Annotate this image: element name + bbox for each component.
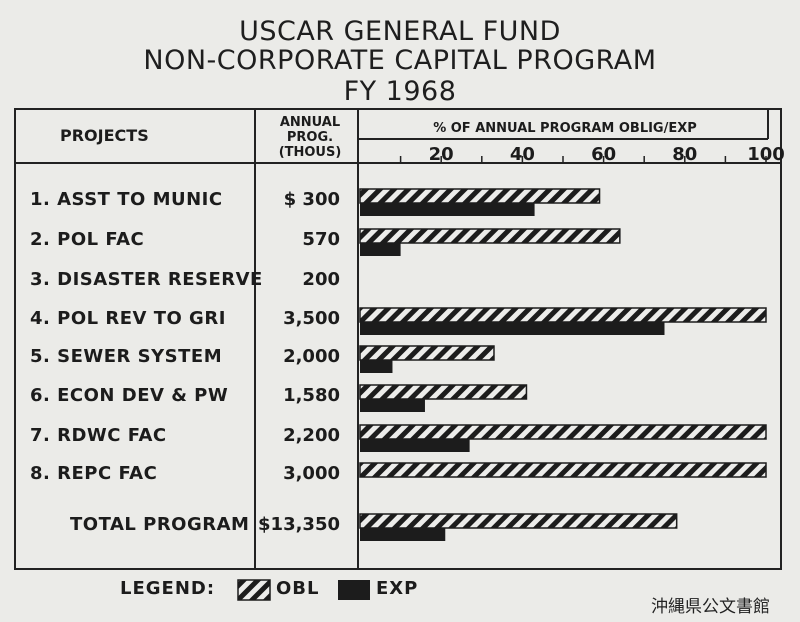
- category-label: 3. DISASTER RESERVE: [30, 269, 263, 290]
- legend-exp-label: EXP: [376, 578, 419, 599]
- exp-bar: [360, 399, 425, 412]
- annual-prog-value: 570: [302, 229, 340, 250]
- chart-title-line-3: FY 1968: [343, 76, 457, 107]
- x-tick-label: 100: [747, 144, 785, 165]
- x-tick-label: 20: [429, 144, 454, 165]
- annual-prog-header: ANNUAL PROG. (THOUS): [268, 115, 352, 160]
- obl-bar: [359, 307, 767, 323]
- exp-bar: [360, 528, 446, 541]
- x-tick-label: 80: [672, 144, 697, 165]
- category-label: TOTAL PROGRAM: [70, 514, 250, 535]
- annual-prog-value: 1,580: [283, 385, 340, 406]
- obl-bar: [359, 228, 621, 244]
- category-label: 7. RDWC FAC: [30, 425, 167, 446]
- category-label: 8. REPC FAC: [30, 463, 158, 484]
- category-label: 2. POL FAC: [30, 229, 145, 250]
- category-label: 5. SEWER SYSTEM: [30, 346, 223, 367]
- annual-prog-value: $ 300: [283, 189, 340, 210]
- annual-prog-value: 2,200: [283, 425, 340, 446]
- obl-bar: [359, 384, 528, 400]
- category-label: 1. ASST TO MUNIC: [30, 189, 223, 210]
- category-label: 6. ECON DEV & PW: [30, 385, 229, 406]
- percent-header: % OF ANNUAL PROGRAM OBLIG/EXP: [433, 121, 697, 136]
- annual-prog-value: 200: [302, 269, 340, 290]
- category-label: 4. POL REV TO GRI: [30, 308, 226, 329]
- archive-watermark: 沖縄県公文書館: [651, 597, 770, 617]
- legend-label: LEGEND:: [120, 578, 216, 599]
- annual-prog-header-line-2: PROG.: [286, 130, 334, 145]
- obl-bar: [359, 424, 767, 440]
- x-tick-label: 60: [591, 144, 616, 165]
- exp-bar: [360, 360, 393, 373]
- x-tick-label: 40: [510, 144, 535, 165]
- chart-title-line-1: USCAR GENERAL FUND: [239, 16, 561, 47]
- obl-bar: [359, 188, 601, 204]
- projects-header: PROJECTS: [60, 126, 149, 145]
- annual-prog-header-line-1: ANNUAL: [279, 115, 341, 130]
- obl-bar: [359, 462, 767, 478]
- exp-bar: [360, 439, 470, 452]
- chart-title-line-2: NON-CORPORATE CAPITAL PROGRAM: [143, 45, 657, 76]
- obl-bar: [359, 345, 495, 361]
- exp-bar: [360, 322, 665, 335]
- annual-prog-header-line-3: (THOUS): [278, 145, 342, 160]
- annual-prog-value: 3,500: [283, 308, 340, 329]
- obl-bar: [359, 513, 678, 529]
- annual-prog-value: 2,000: [283, 346, 340, 367]
- exp-bar: [360, 203, 535, 216]
- exp-bar: [360, 243, 401, 256]
- legend-obl-label: OBL: [276, 578, 320, 599]
- chart-panel: [14, 108, 782, 570]
- annual-prog-value: 3,000: [283, 463, 340, 484]
- annual-prog-value: $13,350: [258, 514, 340, 535]
